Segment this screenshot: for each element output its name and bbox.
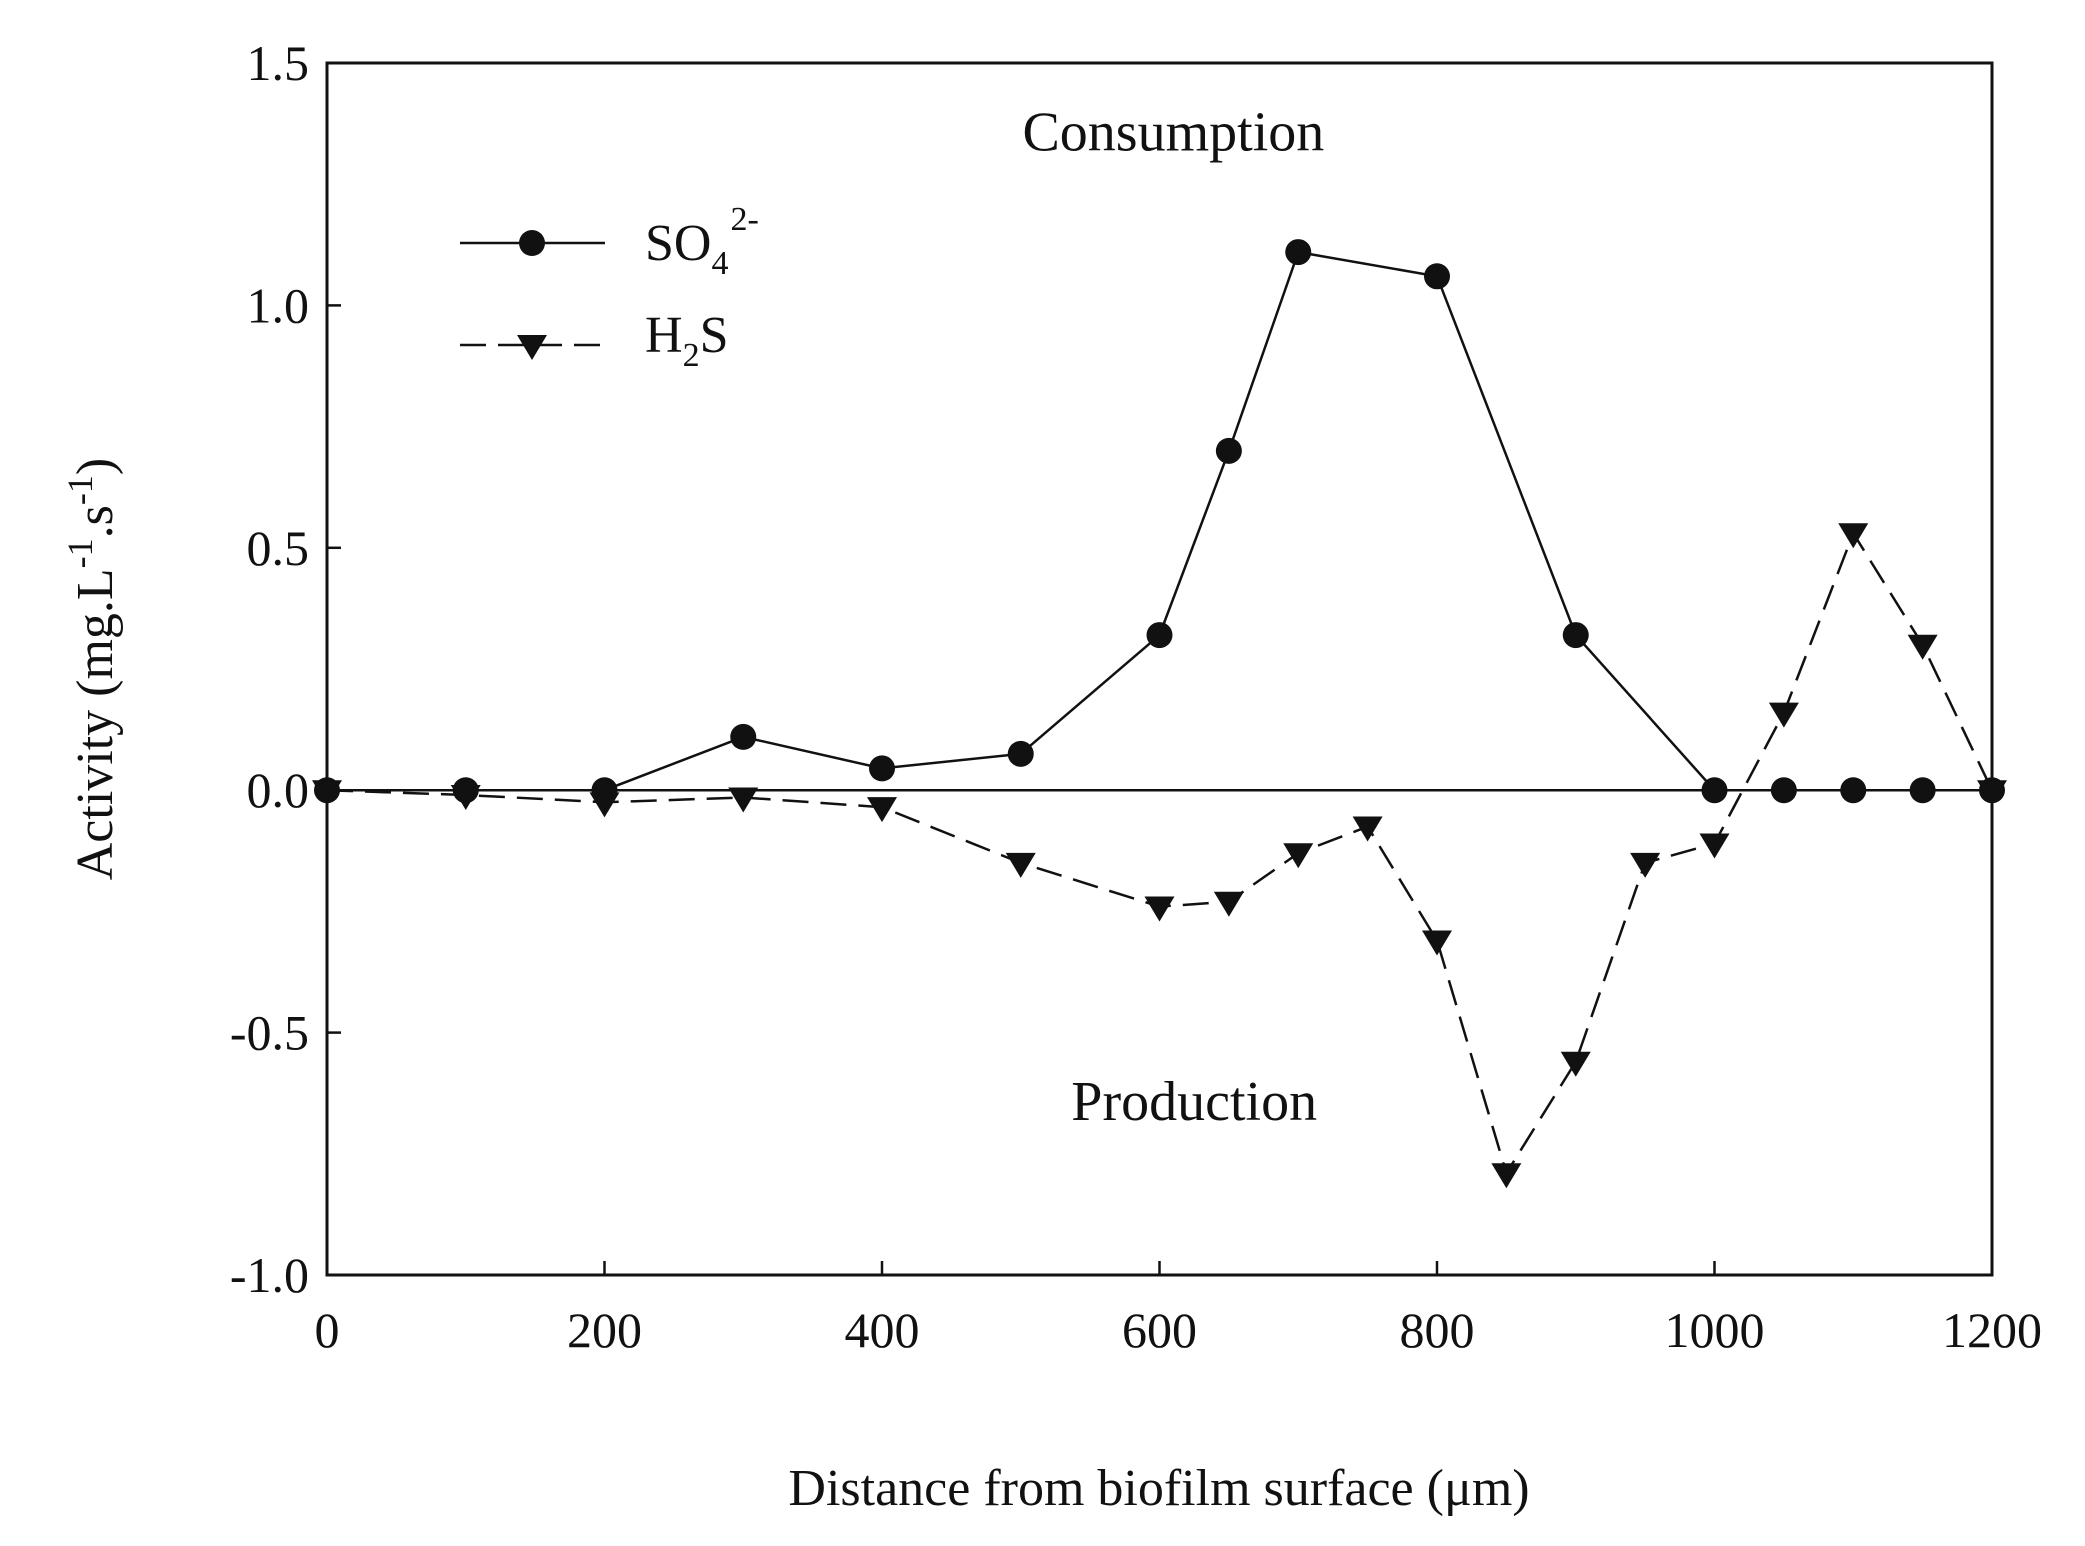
- y-tick-label: 0.5: [247, 520, 310, 576]
- x-tick-label: 600: [1122, 1302, 1197, 1358]
- ticks: [325, 61, 1994, 1277]
- annotation-consumption: Consumption: [1022, 101, 1324, 163]
- legend-so4-base: SO: [645, 215, 711, 272]
- legend-h2s-sub: 2: [683, 337, 700, 374]
- data-point-h2s: [1422, 930, 1452, 956]
- data-point-h2s: [1005, 852, 1036, 878]
- x-tick-label: 1000: [1665, 1302, 1765, 1358]
- x-tick-label: 800: [1400, 1302, 1475, 1358]
- x-tick-label: 400: [845, 1302, 920, 1358]
- data-point-h2s: [1560, 1051, 1591, 1077]
- annotation-production: Production: [1071, 1071, 1317, 1133]
- data-point-so4: [1770, 777, 1797, 804]
- y-axis-title-base: Activity (mg.L: [67, 568, 124, 880]
- series-lines: [326, 250, 1994, 1177]
- series-line-so4: [327, 250, 1992, 792]
- x-tick-label: 0: [315, 1302, 340, 1358]
- data-point-so4: [1215, 437, 1242, 464]
- data-point-h2s: [1491, 1163, 1522, 1189]
- y-tick-label: -0.5: [230, 1005, 309, 1061]
- data-point-h2s: [1768, 702, 1799, 728]
- y-axis-title-end: ): [67, 458, 124, 475]
- data-point-so4: [730, 723, 757, 750]
- y-axis-title-mid: .s: [67, 505, 124, 538]
- x-tick-label: 1200: [1942, 1302, 2042, 1358]
- data-point-so4: [1562, 622, 1589, 649]
- legend-so4-sup: 2-: [730, 201, 758, 238]
- tick-labels: 0 200 400 600 800 1000 1200 -1.0 -0.5 0.0 0.5 1.0 1.…: [230, 35, 2042, 1358]
- data-point-h2s: [1283, 843, 1314, 869]
- data-point-so4: [869, 755, 895, 782]
- x-axis-title: Distance from biofilm surface (μm): [788, 1460, 1529, 1517]
- data-point-so4: [1146, 622, 1173, 649]
- legend-label-h2s: H2S: [645, 307, 728, 374]
- legend-h2s-base: H: [645, 307, 683, 364]
- data-point-h2s: [1352, 816, 1383, 842]
- data-point-h2s: [1907, 634, 1938, 660]
- data-point-h2s: [1977, 780, 2007, 806]
- data-point-h2s: [1699, 833, 1730, 859]
- data-point-so4: [1424, 263, 1450, 290]
- data-point-so4: [1909, 777, 1936, 804]
- y-tick-label: 1.5: [247, 35, 310, 91]
- data-point-h2s: [1213, 891, 1244, 917]
- y-axis-title-sup2: -1: [60, 475, 100, 505]
- data-point-h2s: [1838, 523, 1869, 549]
- data-point-h2s: [867, 797, 897, 823]
- data-point-h2s: [1144, 896, 1175, 922]
- y-axis-title: Activity (mg.L-1.s-1): [60, 458, 124, 881]
- legend-marker-h2s: [517, 335, 547, 360]
- legend-h2s-rest: S: [700, 307, 729, 364]
- legend-so4-sub: 4: [711, 245, 728, 282]
- y-tick-label: 1.0: [247, 277, 310, 333]
- data-point-so4: [1285, 239, 1312, 266]
- legend: SO42- H2S: [460, 201, 759, 374]
- y-tick-label: -1.0: [230, 1247, 309, 1303]
- data-point-h2s: [312, 780, 342, 806]
- data-point-so4: [1840, 777, 1867, 804]
- data-point-h2s: [589, 792, 620, 818]
- legend-label-so4: SO42-: [645, 201, 759, 282]
- data-point-h2s: [728, 787, 759, 813]
- data-point-h2s: [450, 785, 481, 811]
- data-point-so4: [1701, 777, 1728, 804]
- y-axis-title-sup1: -1: [60, 538, 100, 568]
- x-tick-label: 200: [567, 1302, 642, 1358]
- data-point-so4: [1007, 740, 1034, 767]
- series-markers: [312, 239, 2007, 1189]
- y-tick-label: 0.0: [247, 762, 310, 818]
- data-point-h2s: [1630, 852, 1661, 878]
- legend-marker-so4: [519, 230, 545, 256]
